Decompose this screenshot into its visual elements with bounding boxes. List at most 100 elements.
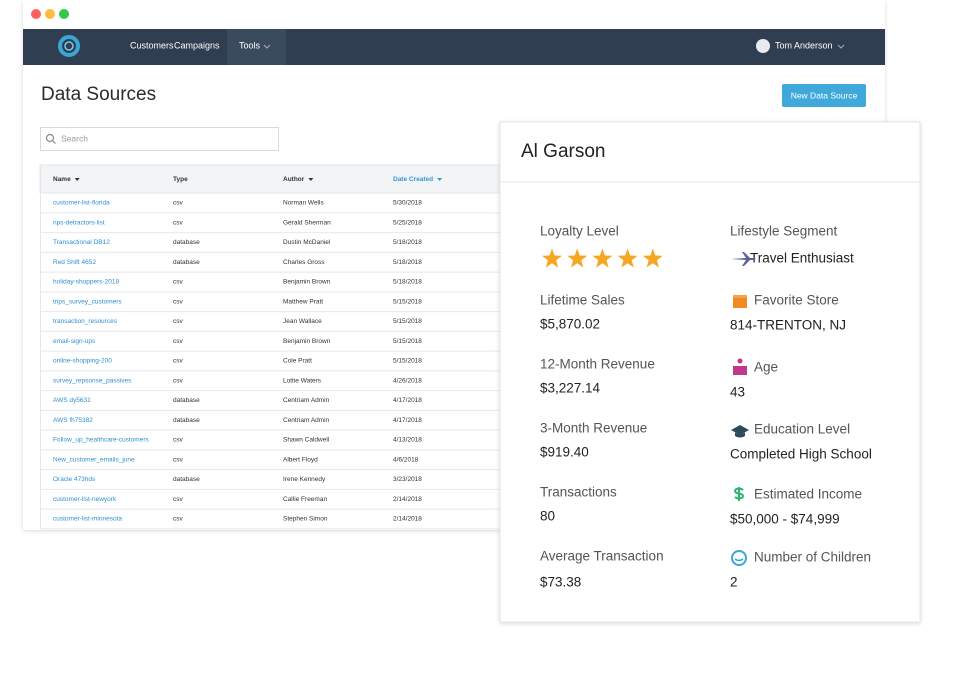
table-cell: 4/17/2018 (393, 417, 422, 424)
search-box[interactable] (40, 127, 279, 151)
table-cell: 3/23/2018 (393, 476, 422, 483)
field-label: Age (754, 360, 778, 375)
rating-star (567, 248, 588, 268)
minimize-dot[interactable] (45, 9, 55, 19)
table-cell: 5/18/2018 (393, 239, 422, 246)
source-link[interactable]: Oracle 473hds (53, 476, 96, 483)
nav-item[interactable]: Tools (239, 40, 261, 50)
table-cell: Centriam Admin (283, 417, 330, 424)
table-cell: Cole Pratt (283, 358, 312, 365)
table-cell: Jean Wallace (283, 318, 322, 325)
field-value: 2 (730, 575, 738, 590)
rating-star (617, 248, 638, 268)
avatar[interactable] (756, 39, 770, 53)
source-link[interactable]: holiday-shoppers-2018 (53, 279, 120, 286)
table-cell: 5/30/2018 (393, 200, 422, 207)
field-label: Loyalty Level (540, 224, 619, 239)
dropdown-icon (837, 44, 845, 49)
field-value: $50,000 - $74,999 (730, 512, 840, 527)
table-cell: csv (173, 496, 184, 503)
source-link[interactable]: customer-list-newyork (53, 496, 117, 503)
source-link[interactable]: customer-list-florida (53, 200, 110, 207)
table-cell: Charles Gross (283, 259, 325, 266)
source-link[interactable]: Red Shift 4652 (53, 259, 96, 266)
button-label[interactable]: New Data Source (791, 90, 858, 100)
plane-icon (731, 252, 756, 266)
sort-arrow (437, 178, 443, 181)
field-value: $3,227.14 (540, 381, 601, 396)
table-cell: 5/18/2018 (393, 259, 422, 266)
sort-arrow (74, 178, 80, 181)
table-cell: Benjamin Brown (283, 338, 331, 345)
source-link[interactable]: New_customer_emails_june (53, 456, 135, 463)
card-content: Loyalty Level Lifetime Sales $5,870.02 12-M… (540, 224, 872, 590)
source-link[interactable]: email-sign-ups (53, 338, 96, 345)
field-value: Completed High School (730, 447, 872, 462)
table-cell: csv (173, 516, 184, 523)
user-name[interactable]: Tom Anderson (775, 40, 833, 50)
source-link[interactable]: Follow_up_healthcare-customers (53, 437, 149, 444)
new-button[interactable] (782, 84, 866, 107)
source-link[interactable]: AWS dy5631 (53, 397, 91, 404)
table-cell: csv (173, 219, 184, 226)
table-cell: csv (173, 279, 184, 286)
page-title: Data Sources (41, 84, 156, 105)
field-value: 80 (540, 509, 555, 524)
source-link[interactable]: nps-detractors-list (53, 219, 105, 226)
profile-card (499, 121, 921, 623)
table-cell: 5/25/2018 (393, 219, 422, 226)
table-cell: 5/15/2018 (393, 358, 422, 365)
table-cell: database (173, 476, 200, 483)
search-icon (52, 140, 56, 144)
table-cell: csv (173, 298, 184, 305)
source-link[interactable]: online-shopping-200 (53, 358, 112, 365)
table-cell: database (173, 417, 200, 424)
column-header[interactable]: Type (173, 176, 188, 183)
rating-star (642, 248, 663, 268)
field-value: $73.38 (540, 575, 581, 590)
source-link[interactable]: Transactional DB12 (53, 239, 110, 246)
table-cell: Centriam Admin (283, 397, 330, 404)
sort-arrow (308, 178, 314, 181)
column-header[interactable]: Name (53, 176, 71, 183)
cake-icon (733, 366, 747, 375)
field-label: Lifetime Sales (540, 293, 625, 308)
field-label: Lifestyle Segment (730, 224, 838, 239)
maximize-dot[interactable] (59, 9, 69, 19)
table-cell: Albert Floyd (283, 456, 318, 463)
table-cell: database (173, 239, 200, 246)
source-link[interactable]: transaction_resources (53, 318, 118, 325)
table-cell: 5/18/2018 (393, 279, 422, 286)
source-link[interactable]: trips_survey_customers (53, 298, 122, 305)
nav-active (227, 29, 286, 65)
nav-item[interactable]: Customers (130, 40, 174, 50)
field-label: Transactions (540, 485, 617, 500)
table-cell: Matthew Pratt (283, 298, 323, 305)
children-icon (734, 558, 744, 562)
store-icon (733, 295, 747, 298)
nav-item[interactable]: Campaigns (174, 40, 220, 50)
logo-inner (64, 41, 74, 51)
source-link[interactable]: AWS fh75382 (53, 417, 93, 424)
table-cell: 4/13/2018 (393, 437, 422, 444)
table-cell: 5/15/2018 (393, 318, 422, 325)
field-label: Estimated Income (754, 487, 862, 502)
table-cell: csv (173, 437, 184, 444)
column-header[interactable]: Date Created (393, 176, 433, 183)
field-value: $5,870.02 (540, 317, 600, 332)
source-link[interactable]: customer-list-minnesota (53, 516, 122, 523)
table-cell: 5/15/2018 (393, 298, 422, 305)
close-dot[interactable] (31, 9, 41, 19)
source-link[interactable]: survey_repsonse_passives (53, 377, 132, 384)
table-cell: csv (173, 377, 184, 384)
column-header[interactable]: Author (283, 176, 305, 183)
table-cell: csv (173, 358, 184, 365)
cake-icon (737, 358, 743, 364)
table-cell: csv (173, 318, 184, 325)
table-cell: Norman Wells (283, 200, 324, 207)
logo[interactable] (58, 35, 80, 57)
field-value: $919.40 (540, 445, 589, 460)
table-cell: 2/14/2018 (393, 496, 422, 503)
search-placeholder: Search (61, 133, 88, 143)
